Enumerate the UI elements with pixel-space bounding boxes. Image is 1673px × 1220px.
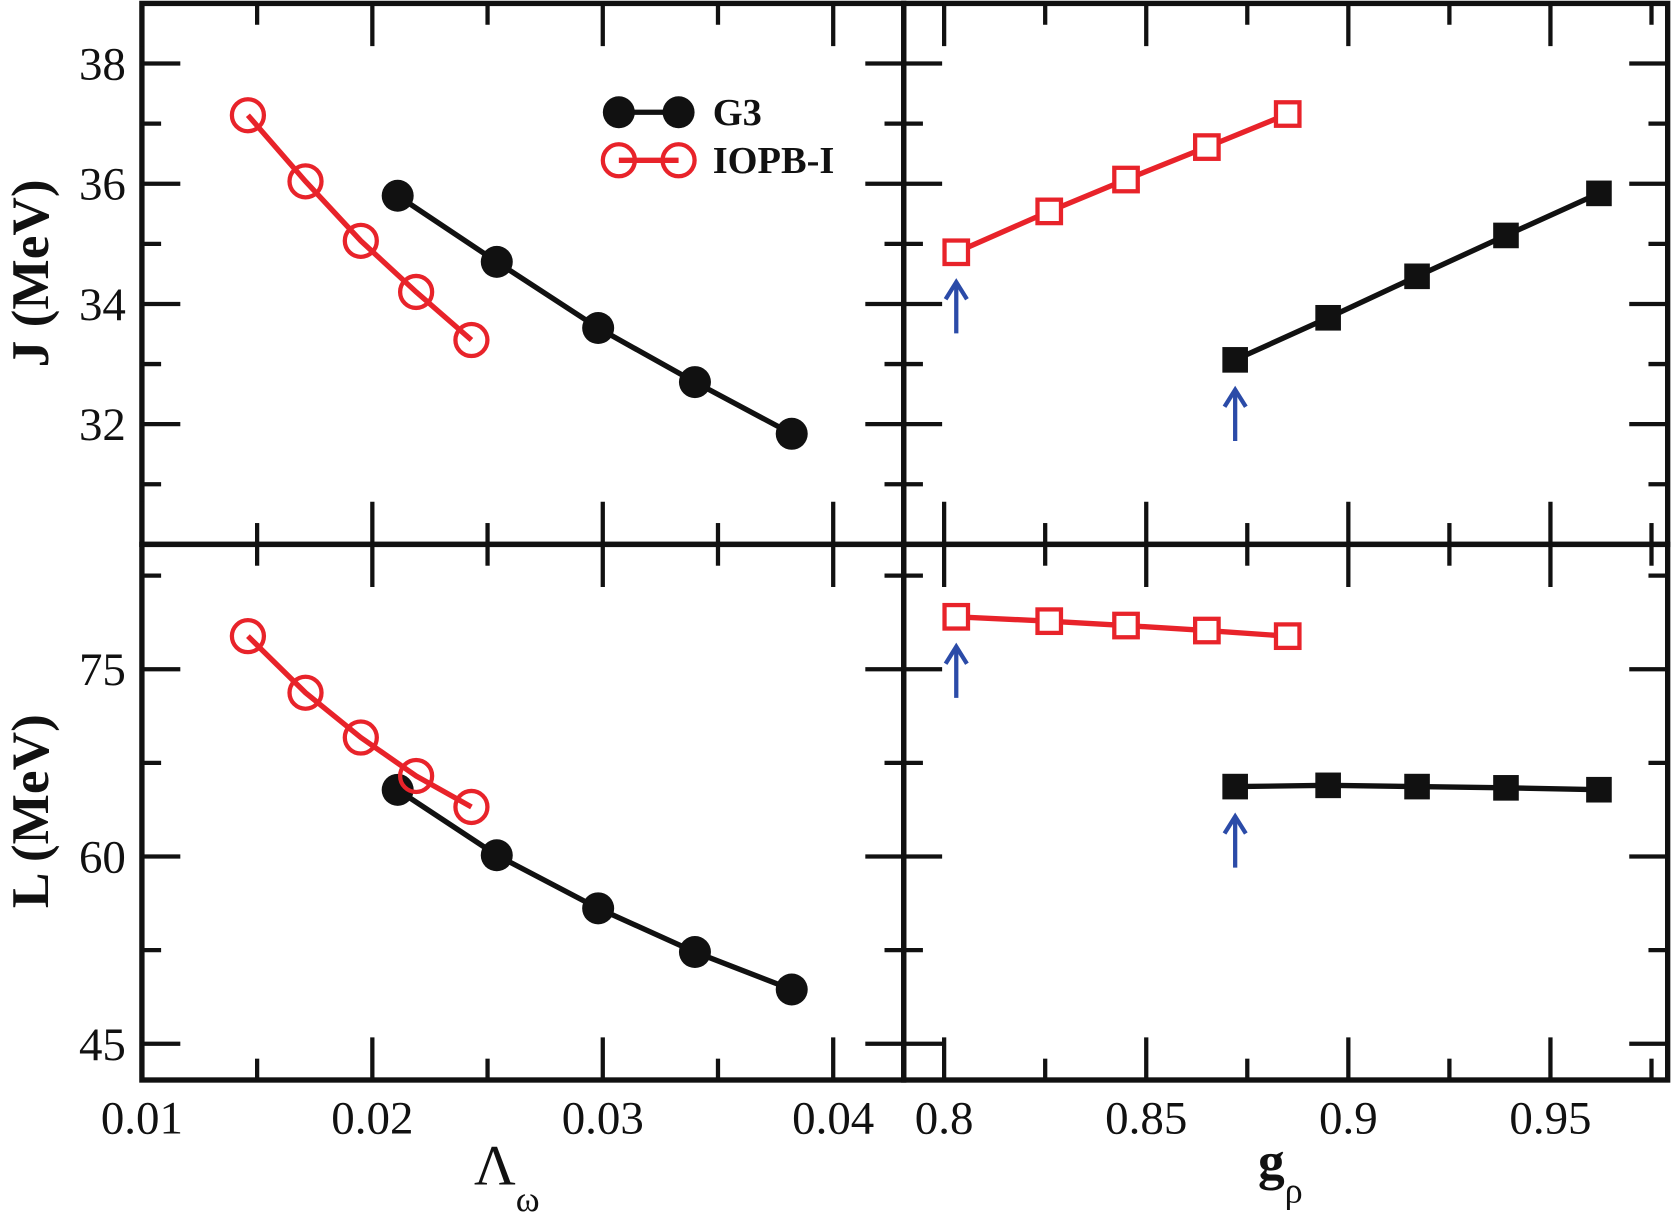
data-point-g3 bbox=[1404, 263, 1430, 290]
x-tick-label: 0.8 bbox=[915, 1092, 974, 1144]
data-point-iopb bbox=[342, 719, 379, 756]
arrow-head-icon bbox=[1222, 812, 1248, 835]
x-tick-label: 0.03 bbox=[562, 1092, 644, 1144]
data-point-g3 bbox=[678, 936, 711, 969]
data-point-g3 bbox=[1586, 180, 1612, 207]
data-point-iopb bbox=[1035, 197, 1064, 226]
arrow-head-icon bbox=[943, 642, 969, 665]
data-point-g3 bbox=[381, 773, 414, 806]
data-point-g3 bbox=[1493, 222, 1519, 249]
legend-marker-iopb bbox=[600, 142, 637, 179]
data-point-g3 bbox=[1404, 773, 1430, 800]
data-point-g3 bbox=[1222, 773, 1248, 800]
data-point-g3 bbox=[1493, 775, 1519, 801]
legend-marker-g3 bbox=[602, 96, 635, 129]
series-line-iopb-i bbox=[245, 113, 474, 343]
data-point-iopb bbox=[453, 321, 490, 359]
y-tick-label: 60 bbox=[79, 832, 126, 884]
data-point-iopb bbox=[287, 674, 324, 711]
x-tick-label: 0.95 bbox=[1509, 1092, 1591, 1144]
y-tick-label: 75 bbox=[79, 644, 126, 696]
data-point-iopb bbox=[229, 97, 267, 134]
data-point-g3 bbox=[582, 311, 615, 345]
data-point-g3 bbox=[480, 245, 513, 278]
legend-marker-iopb bbox=[660, 142, 697, 179]
data-point-iopb bbox=[342, 222, 379, 259]
ylabel-top: J (MeV) bbox=[0, 179, 60, 367]
panel-frame bbox=[901, 0, 1671, 548]
x-tick-label: 0.01 bbox=[101, 1092, 183, 1144]
y-tick-label: 32 bbox=[79, 399, 126, 451]
series-line-g3 bbox=[396, 787, 793, 992]
data-point-iopb bbox=[1112, 165, 1140, 194]
legend-label-g3: G3 bbox=[713, 92, 762, 134]
data-point-iopb bbox=[1273, 622, 1302, 651]
data-point-g3 bbox=[1315, 304, 1341, 331]
data-point-iopb bbox=[287, 163, 324, 200]
data-point-g3 bbox=[775, 973, 808, 1006]
data-point-g3 bbox=[582, 892, 615, 925]
data-point-iopb bbox=[397, 757, 435, 795]
data-point-g3 bbox=[1222, 347, 1248, 373]
xlabel-right: gρ bbox=[1258, 1131, 1303, 1210]
data-point-iopb bbox=[1273, 100, 1302, 128]
y-tick-label: 38 bbox=[79, 39, 126, 91]
data-point-iopb bbox=[1193, 133, 1221, 161]
data-point-g3 bbox=[775, 417, 808, 450]
xlabel-left: Λω bbox=[474, 1135, 540, 1220]
data-point-g3 bbox=[1586, 776, 1612, 803]
x-tick-label: 0.04 bbox=[792, 1092, 874, 1144]
x-tick-label: 0.9 bbox=[1319, 1092, 1378, 1144]
data-point-iopb bbox=[397, 273, 435, 311]
data-point-iopb bbox=[229, 618, 267, 655]
data-point-g3 bbox=[678, 366, 711, 399]
data-point-g3 bbox=[480, 839, 513, 872]
data-point-iopb bbox=[453, 788, 490, 826]
legend-marker-g3 bbox=[662, 96, 695, 129]
arrow-head-icon bbox=[1222, 385, 1248, 408]
legend-label-iopb: IOPB-I bbox=[713, 140, 835, 182]
y-tick-label: 45 bbox=[79, 1019, 126, 1071]
data-point-g3 bbox=[381, 179, 414, 212]
data-point-g3 bbox=[1315, 772, 1341, 799]
ylabel-bottom: L (MeV) bbox=[0, 714, 60, 908]
data-point-iopb bbox=[942, 238, 971, 267]
data-point-iopb bbox=[942, 602, 971, 631]
x-tick-label: 0.02 bbox=[331, 1092, 413, 1144]
data-point-iopb bbox=[1035, 607, 1064, 636]
data-point-iopb bbox=[1193, 616, 1221, 645]
arrow-head-icon bbox=[943, 278, 969, 301]
series-line-iopb-i bbox=[246, 634, 473, 810]
y-tick-label: 34 bbox=[79, 279, 126, 331]
panel-frame bbox=[139, 0, 907, 548]
y-tick-label: 36 bbox=[79, 159, 126, 211]
x-tick-label: 0.85 bbox=[1105, 1092, 1187, 1144]
panel-frame bbox=[901, 541, 1671, 1083]
data-point-iopb bbox=[1112, 611, 1140, 640]
